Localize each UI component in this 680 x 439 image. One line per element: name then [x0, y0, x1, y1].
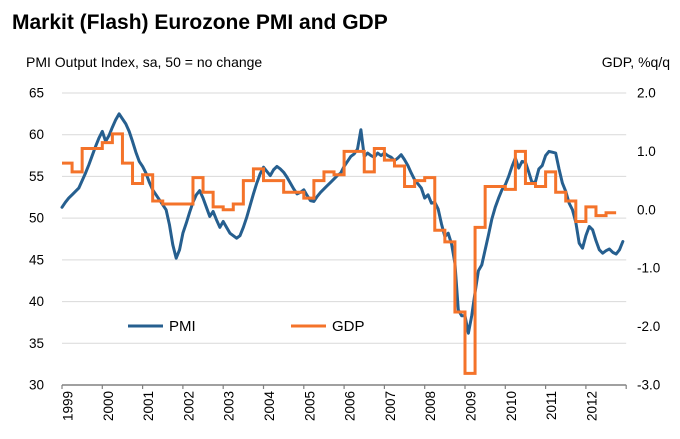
right-axis-title: GDP, %q/q: [601, 54, 670, 70]
right-axis-tick-label: -1.0: [637, 261, 660, 276]
right-axis-tick-label: -3.0: [637, 378, 660, 393]
legend-gdp-label: GDP: [332, 318, 365, 335]
left-axis-tick-label: 30: [29, 378, 44, 393]
x-axis-year-label: 2002: [181, 391, 196, 421]
x-axis-year-label: 2010: [504, 391, 519, 421]
x-axis-year-label: 2012: [584, 391, 599, 421]
right-axis-tick-label: 0.0: [637, 202, 656, 217]
x-axis-year-label: 2001: [141, 391, 156, 421]
left-axis-tick-label: 40: [29, 294, 44, 309]
x-axis-year-label: 2000: [101, 391, 116, 421]
chart-title: Markit (Flash) Eurozone PMI and GDP: [12, 11, 388, 34]
x-axis-year-label: 2008: [423, 391, 438, 421]
right-axis-tick-label: 1.0: [637, 144, 656, 159]
pmi-line: [60, 112, 625, 335]
right-axis-tick-label: 2.0: [637, 86, 656, 101]
right-axis-tick-label: -2.0: [637, 319, 660, 334]
left-axis-tick-label: 35: [29, 336, 44, 351]
x-axis-year-label: 1999: [61, 391, 76, 421]
x-axis-year-label: 2003: [222, 391, 237, 421]
left-axis-tick-label: 45: [29, 252, 44, 267]
x-axis-year-label: 2004: [262, 391, 277, 422]
left-axis-title: PMI Output Index, sa, 50 = no change: [26, 54, 263, 70]
left-axis-tick-label: 60: [29, 127, 44, 142]
x-axis-year-label: 2005: [302, 391, 317, 421]
left-axis-tick-label: 50: [29, 211, 44, 226]
x-axis-year-label: 2011: [544, 391, 559, 420]
left-axis-tick-label: 55: [29, 169, 44, 184]
x-axis-year-label: 2007: [383, 391, 398, 421]
x-axis-year-label: 2006: [343, 391, 358, 421]
legend-pmi-label: PMI: [169, 318, 196, 335]
gdp-line: [62, 132, 617, 375]
left-axis-tick-label: 65: [29, 86, 44, 101]
x-axis-year-label: 2009: [464, 391, 479, 421]
